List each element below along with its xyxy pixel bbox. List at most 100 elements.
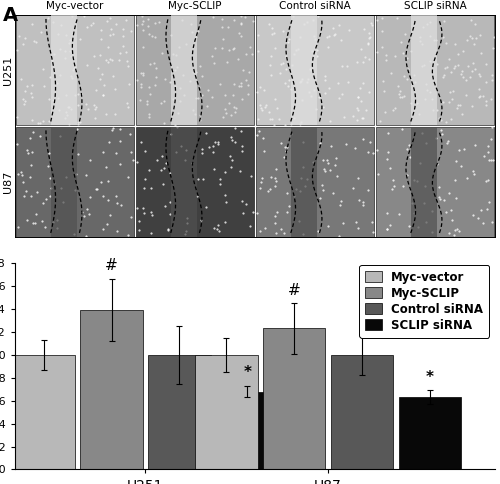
Point: [45, 95, 53, 103]
Point: [106, 31, 114, 39]
Point: [407, 47, 415, 55]
Point: [452, 157, 460, 165]
Bar: [16, 15, 134, 125]
Point: [246, 43, 254, 51]
Point: [138, 17, 146, 25]
Point: [98, 71, 106, 78]
Point: [103, 17, 111, 25]
Point: [72, 170, 80, 178]
Point: [396, 90, 404, 98]
Point: [151, 19, 159, 27]
Point: [318, 186, 326, 194]
Point: [463, 174, 471, 182]
Point: [156, 166, 164, 174]
Point: [270, 45, 278, 52]
Point: [313, 52, 321, 60]
Point: [108, 126, 116, 134]
Point: [334, 79, 342, 87]
Point: [284, 202, 292, 210]
Point: [197, 216, 205, 224]
Point: [202, 129, 210, 137]
Point: [220, 91, 228, 99]
Point: [147, 229, 155, 237]
Point: [400, 30, 408, 38]
Point: [320, 167, 328, 175]
Point: [61, 115, 69, 122]
Point: [335, 21, 343, 29]
Point: [321, 76, 329, 84]
Bar: [171, 127, 197, 237]
Point: [260, 148, 268, 155]
Point: [450, 64, 458, 72]
Point: [248, 50, 256, 58]
Point: [382, 56, 390, 64]
Point: [352, 218, 360, 226]
Point: [458, 67, 466, 75]
Point: [104, 58, 112, 66]
Point: [292, 185, 300, 193]
Point: [139, 71, 147, 78]
Point: [209, 142, 217, 150]
Point: [112, 20, 120, 28]
Point: [124, 103, 132, 111]
Point: [470, 65, 478, 73]
Point: [229, 91, 237, 99]
Point: [49, 18, 57, 26]
Point: [238, 148, 246, 155]
Point: [230, 80, 238, 88]
Point: [117, 201, 125, 209]
Point: [108, 73, 116, 80]
Point: [100, 148, 108, 155]
Point: [351, 144, 359, 152]
Point: [374, 146, 382, 153]
Point: [102, 57, 110, 64]
Point: [50, 219, 58, 227]
Point: [468, 34, 476, 42]
Point: [222, 198, 230, 206]
Point: [396, 211, 404, 218]
Point: [128, 149, 136, 156]
Point: [272, 95, 280, 103]
Point: [172, 148, 180, 155]
Point: [205, 144, 213, 151]
Point: [467, 15, 475, 23]
Point: [198, 91, 205, 99]
Point: [67, 105, 75, 113]
Point: [373, 16, 381, 24]
Point: [38, 199, 46, 207]
Point: [316, 194, 324, 201]
Point: [83, 61, 91, 69]
Point: [158, 99, 166, 106]
Point: [452, 177, 460, 184]
Point: [316, 138, 324, 146]
Point: [366, 138, 374, 146]
Point: [138, 70, 146, 77]
Point: [482, 77, 490, 85]
Point: [50, 50, 58, 58]
Point: [418, 129, 426, 136]
Point: [196, 112, 204, 120]
Point: [253, 210, 261, 217]
Point: [296, 33, 304, 41]
Point: [18, 171, 26, 179]
Point: [198, 150, 205, 157]
Point: [357, 45, 365, 52]
Point: [22, 97, 30, 105]
Point: [357, 97, 365, 105]
Point: [116, 125, 124, 133]
Text: SCLIP siRNA: SCLIP siRNA: [404, 1, 466, 11]
Point: [224, 58, 232, 66]
Point: [54, 30, 62, 38]
Point: [256, 84, 264, 91]
Point: [408, 199, 416, 207]
Point: [484, 142, 492, 150]
Point: [106, 55, 114, 63]
Point: [380, 88, 388, 95]
Point: [420, 61, 428, 69]
Point: [436, 195, 444, 202]
Bar: [171, 15, 197, 125]
Point: [108, 56, 116, 63]
Bar: [148, 355, 210, 469]
Point: [487, 135, 495, 143]
Point: [273, 208, 281, 216]
